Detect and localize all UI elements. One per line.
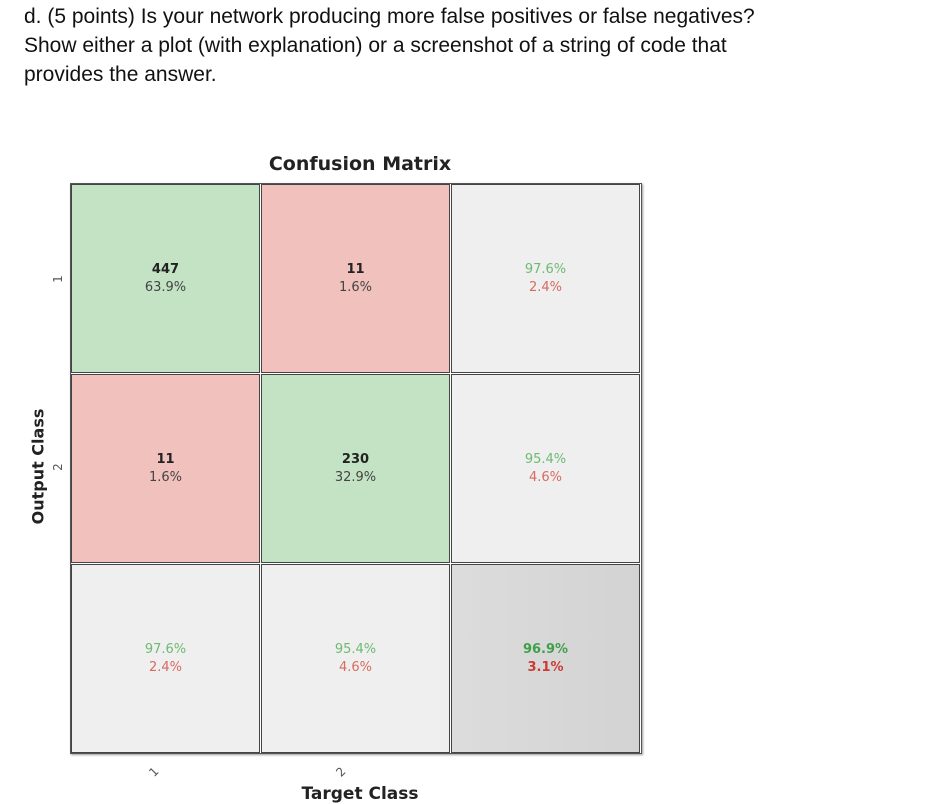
cell-good-percent: 97.6% xyxy=(524,261,567,277)
cell-2-2: 230 32.9% xyxy=(261,374,450,563)
cell-bad-percent: 4.6% xyxy=(528,469,563,485)
cell-good-percent: 95.4% xyxy=(334,641,377,657)
chart-title: Confusion Matrix xyxy=(268,153,452,175)
cell-percent: 1.6% xyxy=(338,279,373,295)
cell-percent: 63.9% xyxy=(144,279,187,295)
cell-col-2-summary: 95.4% 4.6% xyxy=(261,564,450,753)
question-line-1: d. (5 points) Is your network producing … xyxy=(24,5,755,28)
cell-col-1-summary: 97.6% 2.4% xyxy=(71,564,260,753)
cell-1-2: 11 1.6% xyxy=(261,184,450,373)
cell-count: 447 xyxy=(151,261,180,277)
cell-bad-percent: 3.1% xyxy=(527,659,564,675)
cell-percent: 1.6% xyxy=(148,469,183,485)
cell-count: 230 xyxy=(341,451,370,467)
cell-good-percent: 96.9% xyxy=(522,641,569,657)
cell-percent: 32.9% xyxy=(334,469,377,485)
cell-bad-percent: 4.6% xyxy=(338,659,373,675)
cell-count: 11 xyxy=(156,451,175,467)
cell-2-1: 11 1.6% xyxy=(71,374,260,563)
cell-row-2-summary: 95.4% 4.6% xyxy=(451,374,640,563)
question-line-2: Show either a plot (with explanation) or… xyxy=(24,34,727,57)
y-tick-2: 2 xyxy=(50,463,65,471)
cell-1-1: 447 63.9% xyxy=(71,184,260,373)
x-tick-2: 2 xyxy=(333,764,349,780)
cell-bad-percent: 2.4% xyxy=(148,659,183,675)
cell-bad-percent: 2.4% xyxy=(528,279,563,295)
y-tick-1: 1 xyxy=(50,275,65,283)
question-line-3: provides the answer. xyxy=(24,63,217,86)
cell-row-1-summary: 97.6% 2.4% xyxy=(451,184,640,373)
cell-good-percent: 97.6% xyxy=(144,641,187,657)
confusion-matrix: 447 63.9% 11 1.6% 97.6% 2.4% 11 1.6% 230… xyxy=(70,183,642,754)
cell-count: 11 xyxy=(346,261,365,277)
question-text: d. (5 points) Is your network producing … xyxy=(24,2,924,89)
x-axis-label: Target Class xyxy=(301,784,419,804)
x-tick-1: 1 xyxy=(146,764,162,780)
y-axis-label: Output Class xyxy=(28,408,48,525)
cell-overall: 96.9% 3.1% xyxy=(451,564,640,753)
cell-good-percent: 95.4% xyxy=(524,451,567,467)
